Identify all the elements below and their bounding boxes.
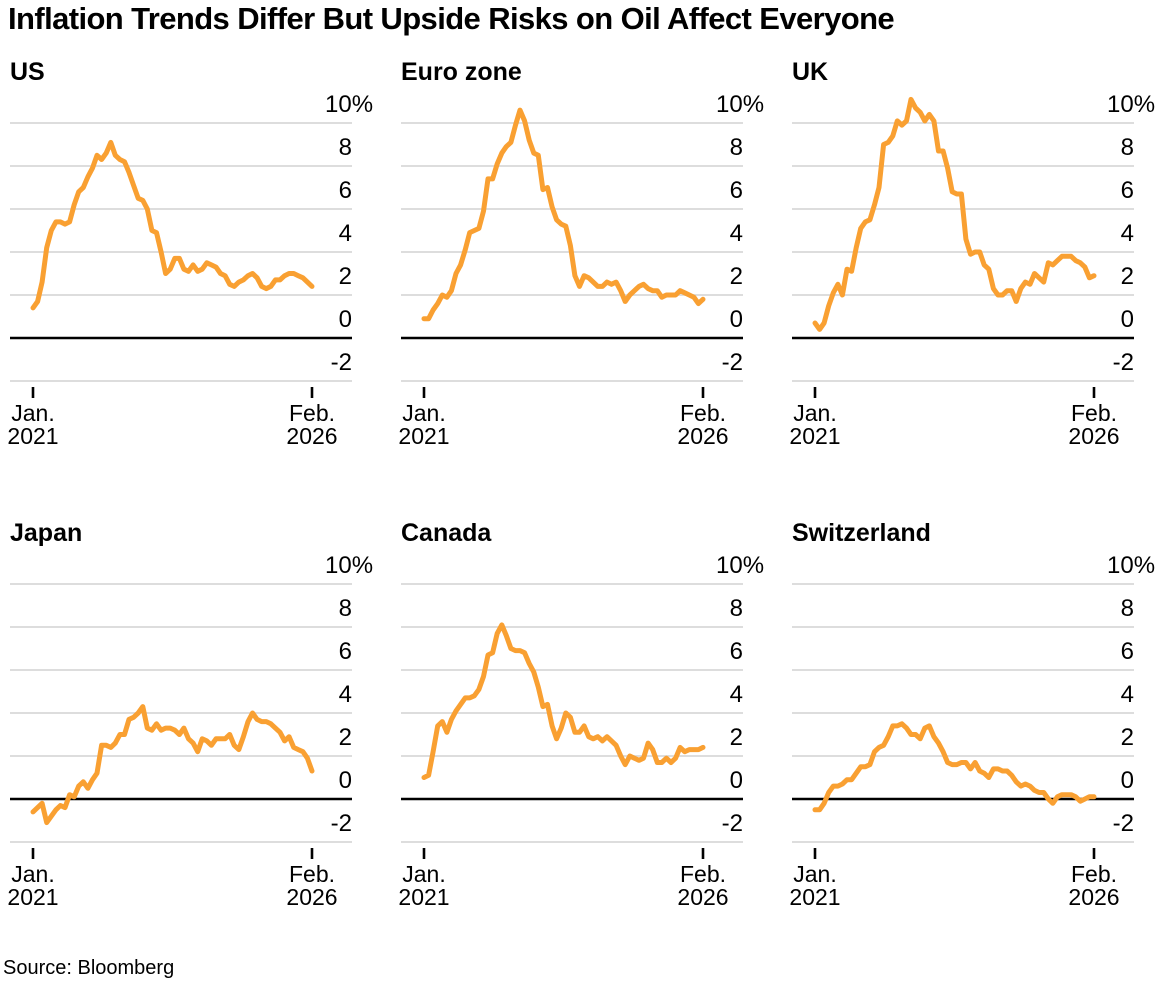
x-axis-label-end-line1: Feb.	[679, 400, 727, 426]
y-axis-label-6: 6	[338, 638, 352, 665]
x-axis-label-end-uk: Feb. 2026	[1054, 402, 1134, 448]
x-axis-label-start-line2: 2021	[789, 884, 841, 910]
line-chart-canada	[401, 583, 743, 859]
y-axis-label-10: 10%	[1107, 91, 1156, 118]
y-axis-label-minus2: -2	[1112, 349, 1134, 376]
y-axis-label-0: 0	[338, 767, 352, 794]
y-axis-label-minus2: -2	[721, 810, 743, 837]
x-axis-label-end-line1: Feb.	[679, 861, 727, 887]
y-axis-label-2: 2	[338, 724, 352, 751]
x-axis-label-end-line2: 2026	[677, 423, 729, 449]
x-axis-label-start-uk: Jan. 2021	[775, 402, 855, 448]
y-axis-label-2: 2	[338, 263, 352, 290]
inflation-line-us	[30, 139, 315, 311]
x-axis-label-end-euro-zone: Feb. 2026	[663, 402, 743, 448]
y-axis-label-0: 0	[1120, 306, 1134, 333]
inflation-line-canada	[421, 622, 706, 780]
x-axis-label-start-line1: Jan.	[793, 861, 837, 887]
x-axis-label-end-switzerland: Feb. 2026	[1054, 863, 1134, 909]
y-axis-label-8: 8	[729, 134, 743, 161]
x-axis-label-start-switzerland: Jan. 2021	[775, 863, 855, 909]
panel-title-euro-zone: Euro zone	[401, 58, 522, 86]
x-axis-label-end-line2: 2026	[1068, 884, 1120, 910]
y-axis-label-6: 6	[1120, 177, 1134, 204]
y-axis-label-minus2: -2	[721, 349, 743, 376]
y-axis-label-4: 4	[338, 220, 352, 247]
line-chart-euro-zone	[401, 107, 743, 398]
y-axis-label-minus2: -2	[1112, 810, 1134, 837]
x-axis-label-start-line1: Jan.	[11, 861, 55, 887]
y-axis-label-8: 8	[729, 595, 743, 622]
x-axis-label-end-line2: 2026	[1068, 423, 1120, 449]
y-axis-label-0: 0	[729, 306, 743, 333]
y-axis-label-6: 6	[729, 638, 743, 665]
y-axis-label-6: 6	[1120, 638, 1134, 665]
x-axis-label-start-line1: Jan.	[402, 861, 446, 887]
x-axis-label-start-line1: Jan.	[793, 400, 837, 426]
y-axis-label-minus2: -2	[330, 810, 352, 837]
line-chart-japan	[10, 583, 352, 859]
x-axis-label-start-line2: 2021	[7, 423, 59, 449]
line-chart-switzerland	[792, 583, 1134, 859]
x-axis-label-end-line1: Feb.	[288, 400, 336, 426]
y-axis-label-4: 4	[338, 681, 352, 708]
panel-title-canada: Canada	[401, 519, 492, 547]
x-axis-label-end-line1: Feb.	[1070, 400, 1118, 426]
inflation-line-switzerland	[812, 721, 1097, 813]
x-axis-label-start-us: Jan. 2021	[0, 402, 73, 448]
x-axis-label-end-line2: 2026	[286, 423, 338, 449]
inflation-line-uk	[812, 96, 1097, 332]
x-axis-label-end-canada: Feb. 2026	[663, 863, 743, 909]
x-axis-label-start-line2: 2021	[789, 423, 841, 449]
x-axis-label-start-line2: 2021	[7, 884, 59, 910]
y-axis-label-10: 10%	[325, 552, 374, 579]
x-axis-label-start-line2: 2021	[398, 884, 450, 910]
y-axis-label-6: 6	[729, 177, 743, 204]
y-axis-label-10: 10%	[716, 552, 765, 579]
panel-title-uk: UK	[792, 58, 829, 86]
y-axis-label-0: 0	[338, 306, 352, 333]
inflation-line-japan	[30, 704, 315, 826]
x-axis-label-end-japan: Feb. 2026	[272, 863, 352, 909]
y-axis-label-10: 10%	[325, 91, 374, 118]
x-axis-label-start-line1: Jan.	[11, 400, 55, 426]
x-axis-label-start-line1: Jan.	[402, 400, 446, 426]
y-axis-label-minus2: -2	[330, 349, 352, 376]
x-axis-label-end-line2: 2026	[677, 884, 729, 910]
y-axis-label-4: 4	[729, 681, 743, 708]
y-axis-label-2: 2	[729, 263, 743, 290]
line-chart-us	[10, 122, 352, 398]
x-axis-label-start-line2: 2021	[398, 423, 450, 449]
x-axis-label-start-euro-zone: Jan. 2021	[384, 402, 464, 448]
y-axis-label-8: 8	[338, 134, 352, 161]
y-axis-label-0: 0	[1120, 767, 1134, 794]
line-chart-uk	[792, 96, 1134, 398]
panel-title-us: US	[10, 58, 45, 86]
inflation-line-euro-zone	[421, 107, 706, 322]
x-axis-label-end-line2: 2026	[286, 884, 338, 910]
y-axis-label-4: 4	[1120, 681, 1134, 708]
y-axis-label-8: 8	[1120, 134, 1134, 161]
x-axis-label-end-line1: Feb.	[1070, 861, 1118, 887]
y-axis-label-6: 6	[338, 177, 352, 204]
source-note: Source: Bloomberg	[3, 957, 175, 979]
y-axis-label-8: 8	[338, 595, 352, 622]
y-axis-label-0: 0	[729, 767, 743, 794]
x-axis-label-end-us: Feb. 2026	[272, 402, 352, 448]
y-axis-label-2: 2	[1120, 724, 1134, 751]
x-axis-label-start-japan: Jan. 2021	[0, 863, 73, 909]
chart-title: Inflation Trends Differ But Upside Risks…	[8, 1, 895, 36]
y-axis-label-2: 2	[1120, 263, 1134, 290]
y-axis-label-10: 10%	[1107, 552, 1156, 579]
x-axis-label-start-canada: Jan. 2021	[384, 863, 464, 909]
y-axis-label-2: 2	[729, 724, 743, 751]
y-axis-label-4: 4	[729, 220, 743, 247]
x-axis-label-end-line1: Feb.	[288, 861, 336, 887]
panel-title-switzerland: Switzerland	[792, 519, 931, 547]
y-axis-label-10: 10%	[716, 91, 765, 118]
y-axis-label-4: 4	[1120, 220, 1134, 247]
y-axis-label-8: 8	[1120, 595, 1134, 622]
panel-title-japan: Japan	[10, 519, 83, 547]
